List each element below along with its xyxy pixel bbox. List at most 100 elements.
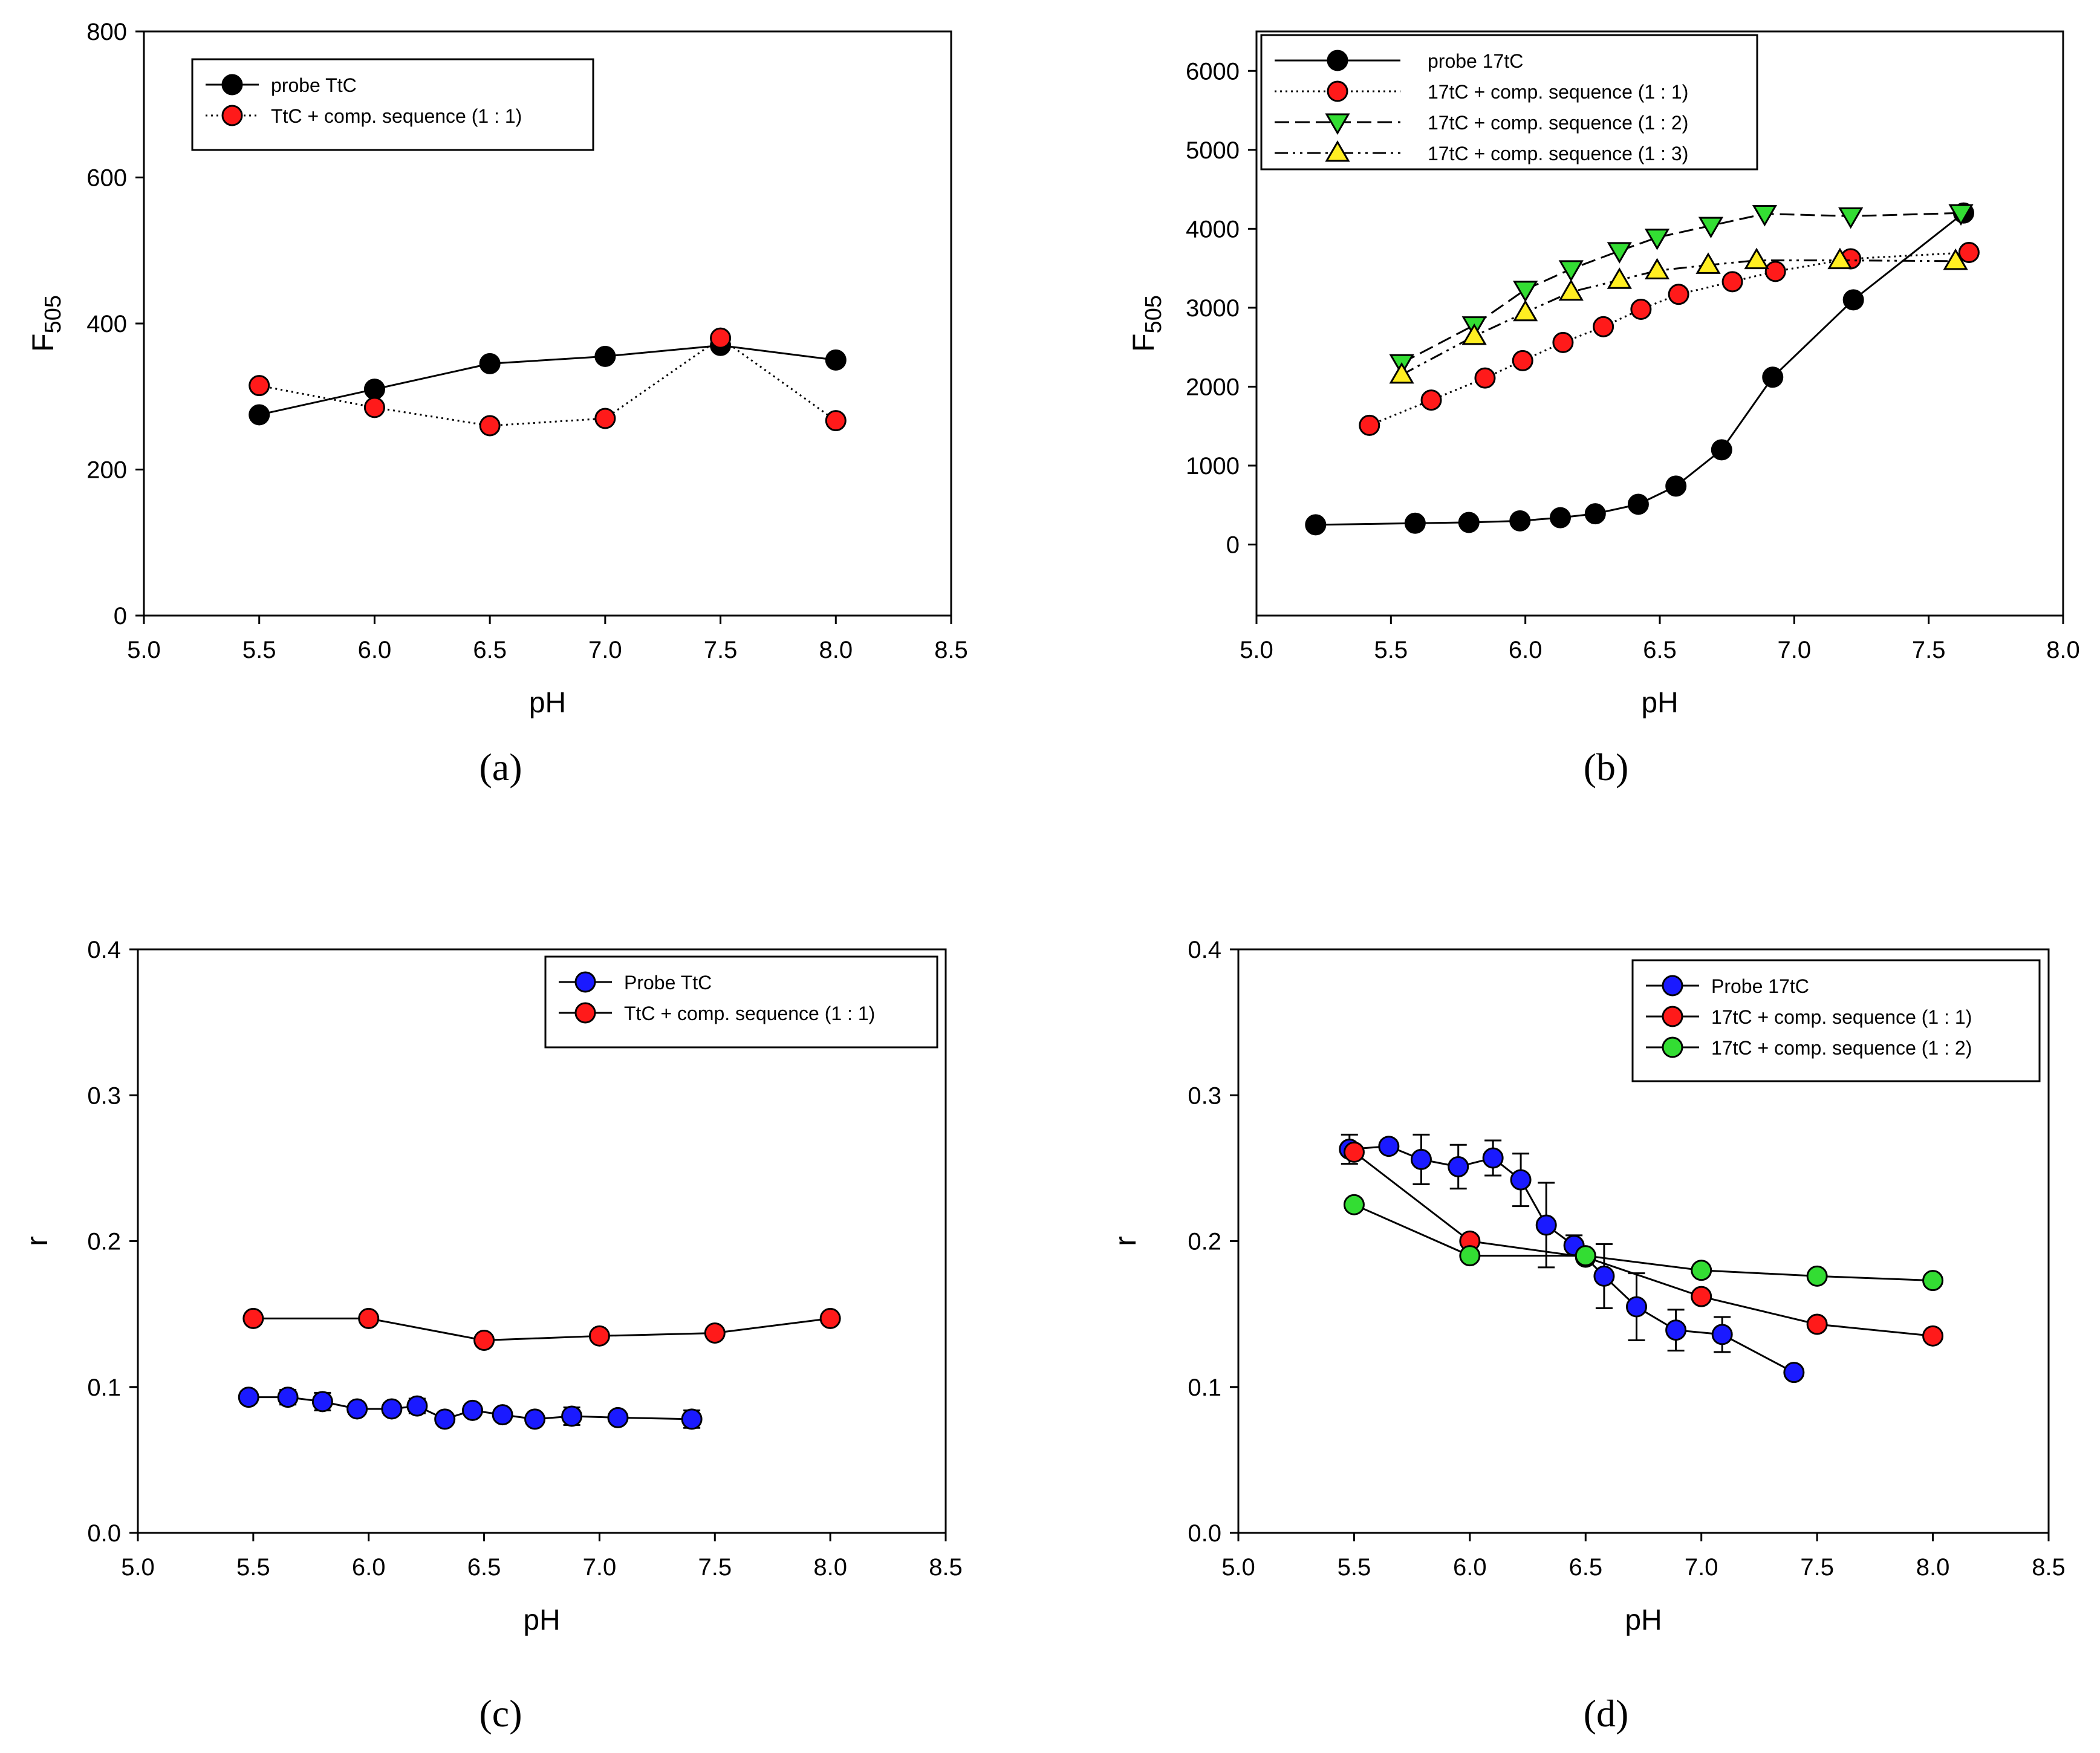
legend-marker <box>1662 1036 1683 1058</box>
data-point <box>710 327 732 349</box>
legend-label: TtC + comp. sequence (1 : 1) <box>271 105 522 127</box>
panel-caption: (c) <box>479 1692 522 1735</box>
data-point <box>1806 1313 1828 1335</box>
y-tick-label: 2000 <box>1186 374 1240 400</box>
legend-marker <box>1327 50 1348 71</box>
data-point <box>1627 493 1649 515</box>
y-tick-label: 0.3 <box>1188 1082 1221 1109</box>
x-tick-label: 5.5 <box>1374 637 1408 663</box>
data-point <box>363 397 385 418</box>
legend-label: TtC + comp. sequence (1 : 1) <box>624 1003 875 1024</box>
data-point <box>1764 261 1786 282</box>
legend-marker <box>1325 113 1350 135</box>
y-tick-label: 0.4 <box>87 937 121 963</box>
data-point <box>1482 1147 1504 1169</box>
x-tick-label: 6.0 <box>352 1554 386 1581</box>
x-tick-label: 5.5 <box>236 1554 270 1581</box>
chart-panel-b: 5.0 5.5 6.0 6.5 7.0 7.5 8.0 0 1000 2000 3000 4000 50… <box>1126 30 2080 719</box>
legend-label: 17tC + comp. sequence (1 : 1) <box>1428 81 1688 103</box>
x-tick-label: 7.0 <box>583 1554 617 1581</box>
y-tick-label: 4000 <box>1186 216 1240 242</box>
data-point <box>561 1405 583 1427</box>
legend-box <box>1631 959 2041 1082</box>
data-point <box>1744 247 1769 270</box>
data-point <box>249 404 270 426</box>
x-tick-label: 5.5 <box>1338 1554 1371 1581</box>
panel-caption: (b) <box>1584 746 1629 789</box>
x-tick-label: 8.0 <box>813 1554 847 1581</box>
data-point <box>825 410 847 432</box>
data-point <box>1448 1156 1469 1177</box>
data-point <box>825 349 847 371</box>
y-axis-title: F505 <box>1126 295 1166 352</box>
y-tick-label: 0.1 <box>1188 1374 1221 1401</box>
y-tick-label: 5000 <box>1186 137 1240 164</box>
x-tick-label: 8.0 <box>2046 637 2080 663</box>
y-tick-label: 0.2 <box>87 1229 121 1255</box>
x-tick-label: 8.5 <box>929 1554 963 1581</box>
x-tick-label: 6.0 <box>1453 1554 1487 1581</box>
x-axis-title: pH <box>529 687 566 719</box>
legend-label: 17tC + comp. sequence (1 : 1) <box>1711 1006 1972 1028</box>
data-point <box>524 1408 546 1430</box>
data-point <box>1513 281 1538 302</box>
data-point <box>1558 279 1584 301</box>
data-point <box>1607 242 1632 264</box>
x-axis-title: pH <box>1625 1604 1662 1636</box>
data-point <box>461 1399 483 1421</box>
series-2 <box>1359 242 1980 436</box>
x-tick-label: 6.5 <box>467 1554 501 1581</box>
data-point <box>594 408 616 429</box>
data-point <box>1305 514 1327 536</box>
panel-caption: (d) <box>1584 1692 1629 1735</box>
data-point <box>1827 247 1853 270</box>
x-tick-label: 6.5 <box>473 637 507 663</box>
y-tick-label: 0.0 <box>87 1520 121 1547</box>
data-point <box>1842 289 1864 311</box>
y-axis-title-main: F <box>1126 333 1160 352</box>
legend: Probe TtC TtC + comp. sequence (1 : 1) <box>544 955 938 1049</box>
y-tick-label: 200 <box>86 457 127 484</box>
x-tick-label: 7.5 <box>704 637 738 663</box>
data-point <box>249 375 270 397</box>
series-line <box>1401 212 1962 364</box>
data-point <box>1958 242 1980 264</box>
data-point <box>1459 1245 1481 1267</box>
y-axis-title-main: F <box>26 333 60 352</box>
legend-label: 17tC + comp. sequence (1 : 2) <box>1711 1037 1972 1059</box>
data-point <box>1535 1214 1557 1236</box>
data-point <box>1711 1324 1733 1345</box>
y-tick-label: 0 <box>1226 532 1240 559</box>
y-axis-title-sub: 505 <box>41 295 66 333</box>
y-tick-label: 0.2 <box>1188 1229 1221 1255</box>
x-tick-label: 5.0 <box>127 637 161 663</box>
data-point <box>1404 512 1426 534</box>
data-point <box>607 1407 629 1428</box>
data-point <box>819 1307 841 1329</box>
x-tick-label: 5.5 <box>242 637 276 663</box>
data-point <box>1922 1325 1944 1347</box>
data-point <box>1922 1270 1944 1292</box>
data-point <box>1691 1260 1712 1281</box>
data-point <box>1711 439 1732 461</box>
x-tick-label: 6.5 <box>1568 1554 1602 1581</box>
series-1 <box>1339 1133 1805 1384</box>
series-line <box>1353 1203 1933 1282</box>
y-tick-label: 0.1 <box>87 1374 121 1401</box>
legend-label: 17tC + comp. sequence (1 : 3) <box>1428 143 1688 164</box>
data-point <box>1593 316 1614 337</box>
series-2 <box>249 327 847 437</box>
legend-label: Probe 17tC <box>1711 975 1809 997</box>
data-point <box>1691 1286 1712 1307</box>
legend-marker <box>1325 140 1350 162</box>
data-point <box>1584 503 1606 525</box>
data-point <box>1552 331 1574 353</box>
series-line <box>1353 1151 1933 1337</box>
data-point <box>277 1387 299 1408</box>
series-2 <box>242 1307 841 1351</box>
data-point <box>1665 475 1687 497</box>
data-point <box>492 1404 513 1426</box>
x-tick-label: 7.5 <box>1800 1554 1834 1581</box>
x-tick-label: 5.0 <box>121 1554 155 1581</box>
